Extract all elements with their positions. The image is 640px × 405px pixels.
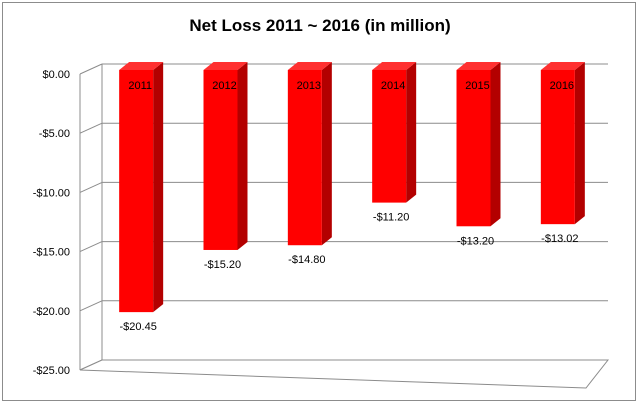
bar-side [574,62,585,225]
data-label: -$13.02 [541,233,578,245]
bar [287,70,322,246]
floor-plane [79,359,610,389]
chart-title: Net Loss 2011 ~ 2016 (in million) [189,16,451,35]
category-label: 2013 [297,80,321,92]
bar-side [237,62,248,250]
y-tick-label: -$25.00 [33,365,70,377]
y-tick-label: $0.00 [42,69,70,81]
bar-top [287,62,332,70]
bar-top [203,62,248,70]
data-labels: -$20.45 -$15.20 -$14.80 -$11.20 -$13.20 -$13.… [120,212,579,334]
data-label: -$20.45 [120,321,157,333]
category-label: 2011 [128,80,152,92]
category-label: 2016 [550,80,574,92]
bars-layer [119,62,585,313]
bar-side [153,62,164,313]
grid-layer [79,63,610,389]
bar-top [119,62,164,70]
category-label: 2012 [212,80,236,92]
bar [372,70,407,203]
gridline-depth [79,63,103,75]
bar [203,70,238,250]
y-tick-label: -$5.00 [39,128,70,140]
y-tick-label: -$10.00 [33,187,70,199]
y-axis-ticks: $0.00 -$5.00 -$10.00 -$15.00 -$20.00 -$25.00 [33,69,70,377]
data-label: -$13.20 [457,235,494,247]
category-labels: 2011 2012 2013 2014 2015 2016 [128,80,574,92]
bar-top [540,62,585,70]
bar [119,70,154,313]
gridline-depth [79,122,103,134]
bar-side [490,62,501,227]
data-label: -$14.80 [288,254,325,266]
gridline-depth [79,181,103,193]
y-tick-label: -$20.00 [33,306,70,318]
data-label: -$15.20 [204,259,241,271]
bar-top [372,62,417,70]
category-label: 2014 [381,80,405,92]
bar [456,70,491,227]
bar [540,70,575,225]
bar-side [321,62,332,246]
bar-top [456,62,501,70]
category-label: 2015 [465,80,489,92]
gridline-depth [79,241,103,253]
gridline-depth [79,300,103,312]
data-label: -$11.20 [373,212,410,224]
y-tick-label: -$15.00 [33,247,70,259]
bar-side [406,62,417,203]
